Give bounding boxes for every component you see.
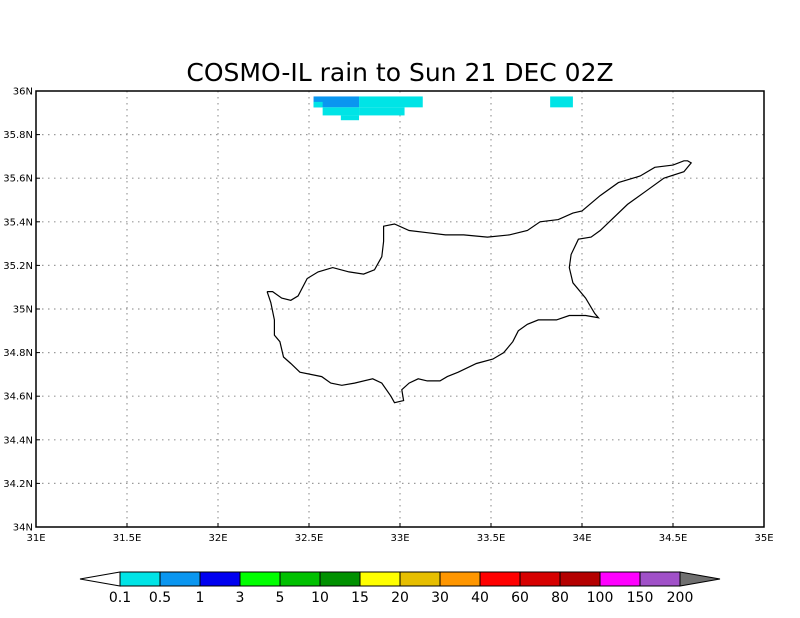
x-tick-label: 32.5E [295,533,324,544]
colorbar-label: 80 [551,590,569,606]
y-axis-ticks: 34N 34.2N 34.4N 34.6N 34.8N 35N 35.2N 35.4N 35.6… [3,87,40,534]
colorbar-swatch [319,571,361,587]
colorbar-swatch [399,571,441,587]
x-tick-label: 31E [26,533,45,544]
colorbar-label: 100 [587,590,614,606]
x-tick-label: 35E [754,533,773,544]
colorbar-low-arrow [79,571,121,587]
colorbar-swatch [359,571,401,587]
rain-cell [550,96,573,108]
rain-cell [359,107,405,116]
colorbar-label: 20 [391,590,409,606]
colorbar-label: 5 [276,590,285,606]
x-tick-label: 33.5E [477,533,506,544]
y-tick-label: 34.8N [3,348,33,359]
colorbar-label: 10 [311,590,329,606]
colorbar-label: 30 [431,590,449,606]
colorbar-label: 0.5 [149,590,171,606]
colorbar-swatch [599,571,641,587]
rain-cell [340,115,360,121]
y-tick-label: 35.2N [3,261,33,272]
colorbar-swatch [199,571,241,587]
rain-cell [313,101,323,108]
y-tick-label: 34.6N [3,392,33,403]
x-tick-label: 31.5E [113,533,142,544]
y-tick-label: 34N [13,523,33,534]
colorbar-label: 60 [511,590,529,606]
rain-cell [322,107,360,116]
grid-lines [36,91,764,527]
cyprus-coastline [266,160,693,404]
x-axis-ticks: 31E 31.5E 32E 32.5E 33E 33.5E 34E 34.5E 35E [26,523,774,544]
y-tick-label: 36N [13,87,33,98]
colorbar-label: 150 [627,590,654,606]
colorbar: 0.1 0.5 1 3 5 10 15 20 30 40 60 80 100 150 200 [79,571,721,606]
colorbar-label: 40 [471,590,489,606]
rain-cell [313,96,360,108]
colorbar-label: 1 [196,590,205,606]
colorbar-label: 3 [236,590,245,606]
y-tick-label: 34.2N [3,479,33,490]
colorbar-swatch [559,571,601,587]
y-tick-label: 35.4N [3,217,33,228]
x-tick-label: 34.5E [659,533,688,544]
colorbar-label: 15 [351,590,369,606]
map-title: COSMO-IL rain to Sun 21 DEC 02Z [186,58,613,87]
coastline-layer [266,160,693,404]
y-tick-label: 35.6N [3,174,33,185]
colorbar-swatch [159,571,201,587]
colorbar-swatch [239,571,281,587]
x-tick-label: 32E [208,533,227,544]
colorbar-label: 0.1 [109,590,131,606]
x-tick-label: 34E [572,533,591,544]
colorbar-swatch [479,571,521,587]
colorbar-high-arrow [679,571,721,587]
x-tick-label: 33E [390,533,409,544]
colorbar-swatch [119,571,161,587]
colorbar-swatch [279,571,321,587]
y-tick-label: 35N [13,305,33,316]
colorbar-swatch [439,571,481,587]
y-tick-label: 35.8N [3,130,33,141]
colorbar-label: 200 [667,590,694,606]
rain-cell [359,96,423,108]
colorbar-swatch [639,571,681,587]
y-tick-label: 34.4N [3,435,33,446]
colorbar-swatch [519,571,561,587]
rain-field [313,96,573,121]
